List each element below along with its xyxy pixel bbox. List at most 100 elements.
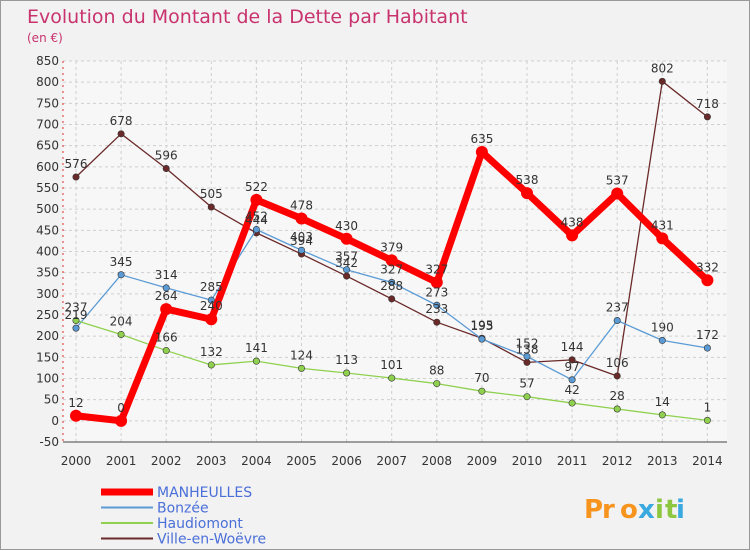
y-tick-label: 50 (44, 393, 59, 407)
data-point (388, 374, 396, 382)
legend-label: Haudiomont (157, 516, 243, 532)
data-label: 505 (200, 187, 223, 201)
y-tick-label: 500 (36, 202, 59, 216)
data-label: 478 (290, 198, 313, 212)
data-label: 124 (290, 348, 313, 362)
data-point (568, 356, 576, 364)
data-label: 0 (117, 401, 125, 415)
data-label: 138 (516, 342, 539, 356)
data-label: 379 (380, 240, 403, 254)
data-label: 144 (561, 340, 584, 354)
data-point (160, 303, 173, 316)
data-label: 394 (290, 234, 313, 248)
data-label: 288 (380, 279, 403, 293)
y-tick-label: 600 (36, 160, 59, 174)
data-label: 285 (200, 280, 223, 294)
x-tick-label: 2014 (692, 454, 723, 468)
data-point (611, 187, 624, 200)
data-point (207, 361, 215, 369)
data-label: 537 (606, 174, 629, 188)
x-tick-label: 2009 (467, 454, 498, 468)
proxiti-logo: Pr o x i ti (584, 495, 685, 525)
data-point (162, 347, 170, 355)
data-label: 42 (564, 383, 579, 397)
data-point (613, 317, 621, 325)
x-tick-label: 2011 (557, 454, 588, 468)
y-tick-label: 800 (36, 75, 59, 89)
data-point (72, 324, 80, 332)
data-point (117, 271, 125, 279)
data-point (701, 274, 714, 287)
logo-letter: o (620, 495, 638, 525)
data-point (521, 187, 533, 200)
data-point (523, 358, 531, 366)
data-point (656, 232, 669, 245)
data-label: 113 (335, 353, 358, 367)
x-tick-label: 2012 (602, 454, 633, 468)
x-tick-label: 2002 (151, 454, 182, 468)
data-label: 576 (65, 157, 88, 171)
data-label: 70 (474, 371, 489, 385)
legend-label: Ville-en-Woëvre (157, 532, 266, 548)
data-point (475, 146, 488, 159)
data-point (388, 278, 396, 286)
data-label: 342 (335, 256, 358, 270)
data-point (72, 317, 80, 325)
x-tick-label: 2004 (241, 454, 272, 468)
y-tick-label: 300 (36, 287, 59, 301)
y-tick-label: 400 (36, 245, 59, 259)
data-label: 430 (335, 219, 358, 233)
legend: MANHEULLESBonzéeHaudiomontVille-en-Woëvr… (101, 485, 266, 548)
y-tick-label: 250 (36, 308, 59, 322)
logo-letter: x (638, 495, 655, 525)
data-point (205, 313, 218, 326)
data-point (703, 344, 711, 352)
data-point (658, 411, 666, 419)
data-label: 538 (516, 173, 539, 187)
data-label: 403 (290, 230, 313, 244)
x-tick-label: 2005 (286, 454, 317, 468)
data-label: 357 (335, 250, 358, 264)
data-label: 1 (704, 400, 712, 414)
data-label: 596 (155, 149, 178, 163)
data-point (117, 130, 125, 138)
data-point (297, 364, 305, 372)
data-point (207, 203, 215, 211)
data-point (343, 272, 351, 280)
data-label: 522 (245, 180, 268, 194)
data-label: 28 (610, 389, 625, 403)
data-label: 106 (606, 356, 629, 370)
data-point (385, 254, 398, 267)
data-label: 14 (655, 395, 670, 409)
data-label: 327 (380, 262, 403, 276)
data-label: 195 (470, 318, 493, 332)
data-point (297, 246, 305, 254)
data-label: 219 (65, 308, 88, 322)
data-label: 240 (200, 299, 223, 313)
data-label: 141 (245, 341, 268, 355)
y-tick-label: 750 (36, 96, 59, 110)
data-label: 635 (470, 132, 493, 146)
data-point (207, 296, 215, 304)
data-labels: 576 678 596 505 444 394 342 288 233 195 138 144 106 8… (65, 61, 719, 415)
x-tick-label: 2010 (512, 454, 543, 468)
data-label: 452 (245, 209, 268, 223)
data-point (295, 212, 308, 225)
data-point (568, 399, 576, 407)
x-tick-label: 2001 (106, 454, 137, 468)
data-point (162, 165, 170, 173)
data-point (433, 380, 441, 388)
y-tick-label: 550 (36, 181, 59, 195)
data-label: 12 (68, 396, 83, 410)
data-label: 332 (696, 260, 719, 274)
x-tick-label: 2006 (331, 454, 362, 468)
y-tick-label: 200 (36, 329, 59, 343)
y-tick-label: 450 (36, 223, 59, 237)
data-label: 152 (516, 336, 539, 350)
data-label: 166 (155, 331, 178, 345)
logo-letter: t (665, 495, 677, 525)
data-point (568, 376, 576, 384)
data-label: 132 (200, 345, 223, 359)
data-label: 438 (561, 215, 584, 229)
